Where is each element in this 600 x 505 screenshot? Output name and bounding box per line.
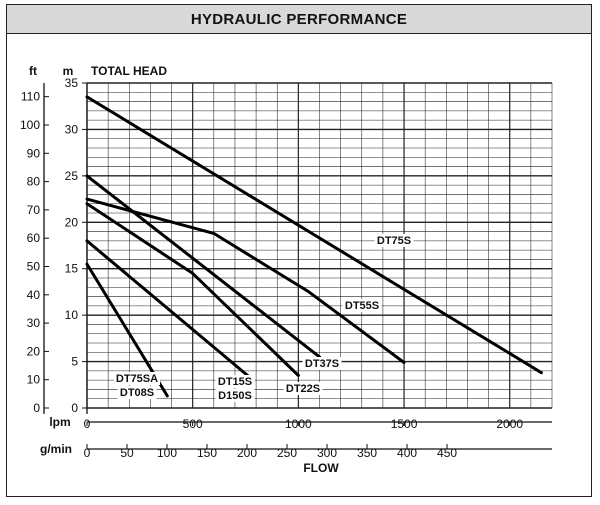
chart-title: HYDRAULIC PERFORMANCE [7, 5, 591, 34]
x-axis-label: FLOW [303, 461, 339, 475]
curve-label-bg [114, 372, 160, 385]
y-tick-label-ft: 20 [27, 344, 41, 358]
y-axis-label: TOTAL HEAD [91, 64, 167, 78]
curve-label-bg [302, 357, 342, 370]
y-tick-label-ft: 0 [33, 401, 40, 415]
curve-label-bg [374, 234, 414, 247]
curve-label-bg [342, 299, 382, 312]
x-tick-label-gpm: 300 [317, 446, 337, 460]
series-line-dt55s [85, 197, 406, 364]
curve-label-dt15s: DT15S [218, 376, 252, 388]
x-tick-label-gpm: 450 [437, 446, 457, 460]
x-tick-label-gpm: 0 [84, 446, 91, 460]
x-tick-label-lpm: 0 [84, 417, 91, 431]
curve-label-bg [215, 375, 255, 388]
x-tick-label-gpm: 400 [397, 446, 417, 460]
y-unit-ft: ft [29, 64, 37, 78]
curve-label-dt75s: DT75S [377, 235, 411, 247]
y-tick-label-m: 15 [65, 262, 79, 276]
y-tick-label-m: 10 [65, 308, 79, 322]
x-tick-label-lpm: 1000 [285, 417, 312, 431]
y-tick-label-ft: 10 [27, 373, 41, 387]
series-line-dt37s [85, 174, 321, 359]
curve-label-d150s: D150S [218, 390, 252, 402]
y-tick-label-ft: 100 [20, 118, 40, 132]
series-line-dt15s-d150s [85, 239, 250, 377]
curve-label-dt75sa: DT75SA [116, 373, 158, 385]
y-tick-label-m: 0 [71, 401, 78, 415]
curve-label-dt22s: DT22S [286, 383, 320, 395]
y-tick-label-ft: 40 [27, 288, 41, 302]
x-tick-label-gpm: 50 [120, 446, 134, 460]
x-tick-label-gpm: 150 [197, 446, 217, 460]
x-tick-label-gpm: 100 [157, 446, 177, 460]
curve-label-bg [117, 386, 157, 399]
x-tick-label-lpm: 1500 [391, 417, 418, 431]
x-unit-gpm: g/min [40, 442, 72, 456]
curve-label-dt08s: DT08S [120, 387, 154, 399]
y-tick-label-m: 5 [71, 355, 78, 369]
grid [86, 82, 553, 409]
y-tick-label-m: 20 [65, 215, 79, 229]
chart-frame: HYDRAULIC PERFORMANCE [6, 4, 592, 497]
y-tick-label-m: 25 [65, 169, 79, 183]
curve-label-bg [283, 382, 323, 395]
y-tick-label-ft: 50 [27, 259, 41, 273]
x-tick-label-lpm: 500 [183, 417, 203, 431]
y-tick-label-ft: 110 [21, 90, 40, 104]
y-tick-label-ft: 30 [27, 316, 41, 330]
x-tick-label-lpm: 2000 [496, 417, 523, 431]
y-tick-label-ft: 80 [27, 175, 41, 189]
series-line-dt75s [85, 95, 543, 375]
x-tick-label-gpm: 200 [237, 446, 257, 460]
x-tick-label-gpm: 350 [357, 446, 377, 460]
curve-label-bg [215, 389, 255, 402]
series-line-dt22s [85, 202, 300, 377]
x-unit-lpm: lpm [49, 415, 70, 429]
y-tick-label-m: 35 [65, 76, 79, 90]
x-tick-label-gpm: 250 [277, 446, 297, 460]
curve-label-dt55s: DT55S [345, 300, 379, 312]
series-group [85, 95, 543, 398]
y-tick-label-ft: 90 [27, 146, 41, 160]
y-unit-m: m [63, 64, 74, 78]
curve-label-dt37s: DT37S [305, 358, 339, 370]
y-tick-label-ft: 70 [27, 203, 41, 217]
y-tick-label-ft: 60 [27, 231, 41, 245]
y-tick-label-m: 30 [65, 122, 79, 136]
